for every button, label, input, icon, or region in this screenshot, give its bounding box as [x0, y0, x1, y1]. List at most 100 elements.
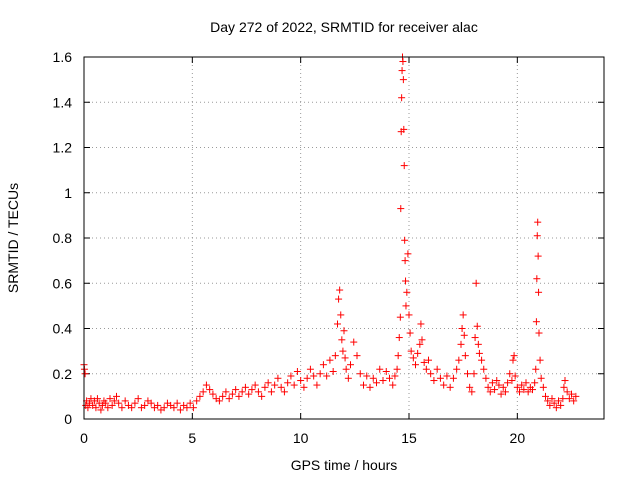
- data-point: [535, 288, 543, 296]
- data-point: [531, 379, 539, 387]
- data-point: [193, 397, 201, 405]
- data-point: [542, 392, 549, 400]
- data-point: [339, 347, 347, 355]
- x-tick-label: 0: [80, 430, 88, 446]
- data-point: [303, 374, 311, 382]
- data-point: [461, 352, 469, 360]
- data-point: [363, 372, 371, 380]
- data-point: [534, 218, 542, 226]
- data-point: [134, 395, 142, 403]
- data-point: [532, 365, 540, 373]
- data-point: [513, 383, 521, 391]
- data-point: [277, 383, 285, 391]
- data-point: [261, 383, 269, 391]
- data-point: [520, 386, 528, 394]
- x-tick-label: 15: [401, 430, 417, 446]
- data-point: [241, 383, 249, 391]
- data-point: [245, 390, 253, 398]
- data-point: [504, 379, 512, 387]
- data-point: [251, 381, 259, 389]
- data-point: [290, 381, 298, 389]
- data-point: [511, 372, 519, 380]
- data-points-layer: [80, 53, 580, 414]
- data-point: [267, 388, 275, 396]
- data-point: [106, 395, 114, 403]
- data-point: [238, 388, 246, 396]
- data-point: [379, 377, 387, 385]
- data-point: [458, 325, 466, 332]
- data-point: [488, 379, 496, 387]
- data-point: [121, 397, 129, 405]
- data-point: [563, 388, 571, 396]
- data-point: [93, 395, 101, 403]
- data-point: [108, 401, 116, 409]
- y-tick-label: 1: [64, 185, 72, 201]
- data-point: [510, 352, 518, 360]
- y-tick-label: 0.8: [53, 230, 73, 246]
- data-point: [300, 383, 308, 391]
- data-point: [478, 356, 486, 364]
- data-point: [350, 338, 358, 346]
- data-point: [154, 401, 162, 409]
- data-point: [455, 356, 463, 364]
- data-point: [396, 313, 404, 321]
- data-point: [557, 401, 565, 409]
- y-tick-label: 0: [64, 411, 72, 427]
- data-point: [202, 381, 210, 389]
- data-point: [382, 367, 390, 375]
- data-point: [293, 367, 301, 375]
- data-point: [406, 329, 414, 337]
- data-point: [186, 399, 194, 407]
- data-point: [433, 365, 441, 373]
- data-point: [313, 381, 321, 389]
- data-point: [460, 331, 468, 339]
- data-point: [334, 320, 341, 328]
- data-point: [484, 383, 492, 391]
- data-point: [113, 392, 120, 400]
- data-point: [183, 404, 191, 412]
- data-point: [516, 388, 523, 396]
- data-point: [391, 372, 399, 380]
- data-point: [342, 365, 350, 373]
- data-point: [425, 356, 432, 364]
- data-point: [420, 358, 428, 366]
- data-point: [399, 58, 407, 66]
- data-point: [128, 404, 136, 412]
- data-point: [335, 295, 343, 303]
- data-point: [501, 388, 509, 396]
- x-tick-label: 5: [188, 430, 196, 446]
- data-point: [228, 390, 236, 398]
- y-tick-label: 1.6: [53, 49, 73, 65]
- data-point: [561, 377, 569, 385]
- data-point: [533, 232, 541, 240]
- data-point: [534, 252, 542, 260]
- data-point: [331, 352, 339, 360]
- data-point: [524, 388, 532, 396]
- grid-layer: [84, 56, 604, 419]
- data-point: [414, 349, 422, 357]
- data-point: [446, 383, 454, 391]
- data-point: [319, 361, 327, 369]
- data-point: [412, 361, 419, 369]
- data-point: [470, 370, 478, 378]
- data-point: [395, 334, 403, 342]
- data-point: [436, 374, 444, 382]
- data-point: [297, 377, 305, 385]
- data-point: [336, 286, 344, 294]
- data-point: [482, 374, 490, 382]
- data-point: [555, 397, 562, 405]
- data-point: [366, 383, 374, 391]
- data-point: [568, 390, 575, 398]
- plot-frame: [83, 56, 605, 420]
- data-point: [97, 406, 105, 414]
- data-point: [475, 349, 483, 357]
- data-point: [254, 388, 262, 396]
- data-point: [427, 370, 435, 378]
- data-point: [386, 374, 393, 382]
- data-point: [559, 395, 567, 403]
- data-point: [225, 395, 233, 403]
- data-point: [572, 392, 580, 400]
- data-point: [480, 365, 488, 373]
- data-point: [486, 388, 494, 396]
